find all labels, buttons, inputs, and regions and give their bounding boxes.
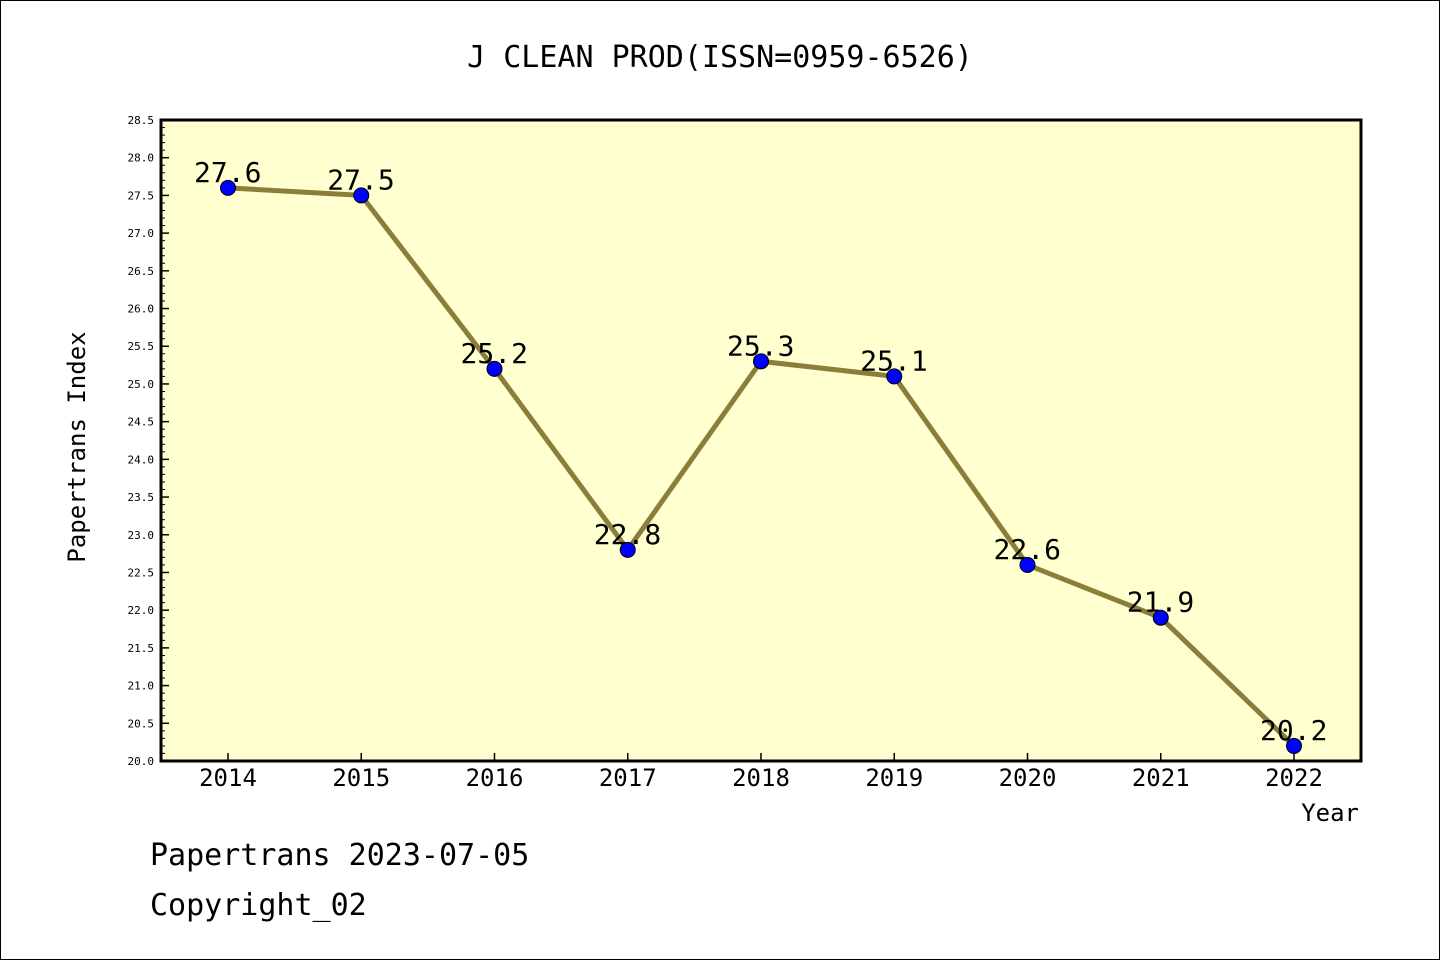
x-tick-label: 2021	[1132, 764, 1190, 792]
y-tick-label: 24.5	[128, 416, 155, 429]
x-axis-label: Year	[1301, 799, 1359, 827]
x-tick-label: 2020	[999, 764, 1057, 792]
y-tick-label: 20.0	[128, 755, 155, 768]
y-tick-label: 20.5	[128, 717, 155, 730]
y-tick-label: 26.5	[128, 265, 155, 278]
y-tick-label: 22.5	[128, 566, 155, 579]
data-point	[1152, 609, 1169, 626]
y-tick-label: 21.5	[128, 642, 155, 655]
x-axis-ticks: 2014 2015 2016 2017 2018 2019 2020 2021 2022	[199, 753, 1323, 792]
data-points	[220, 179, 1302, 754]
x-tick-label: 2014	[199, 764, 257, 792]
y-tick-label: 22.0	[128, 604, 155, 617]
data-label: 25.1	[860, 344, 927, 377]
y-tick-label: 23.5	[128, 491, 155, 504]
data-label: 25.2	[461, 337, 528, 370]
chart-title: J CLEAN PROD(ISSN=0959-6526)	[467, 40, 973, 75]
y-tick-label: 27.0	[128, 227, 155, 240]
data-point	[1286, 737, 1302, 754]
data-point	[886, 368, 903, 385]
data-label: 20.2	[1260, 714, 1327, 747]
y-tick-label: 21.0	[128, 680, 155, 693]
x-tick-label: 2019	[865, 764, 923, 792]
plot-frame	[159, 118, 1363, 763]
data-point	[1019, 556, 1036, 573]
y-tick-label: 25.5	[128, 340, 155, 353]
y-axis-label: Papertrans Index	[63, 331, 91, 562]
y-tick-label: 27.5	[128, 189, 155, 202]
footer-date: Papertrans 2023-07-05	[150, 838, 529, 873]
x-tick-label: 2018	[732, 764, 790, 792]
data-point	[486, 360, 503, 377]
y-tick-label: 24.0	[128, 453, 155, 466]
data-point	[353, 187, 370, 204]
x-tick-label: 2016	[466, 764, 524, 792]
data-label: 27.5	[327, 163, 394, 196]
data-point	[619, 541, 636, 558]
y-tick-label: 23.0	[128, 529, 155, 542]
x-tick-label: 2022	[1265, 764, 1323, 792]
data-label: 22.6	[994, 533, 1061, 566]
y-tick-label: 25.0	[128, 378, 155, 391]
footer-copyright: Copyright_02	[150, 888, 367, 923]
data-label: 25.3	[727, 329, 794, 362]
y-tick-label: 26.0	[128, 303, 155, 316]
y-tick-label: 28.0	[128, 152, 155, 165]
data-point	[220, 179, 236, 196]
plot-area	[161, 120, 1361, 761]
data-label: 22.8	[594, 518, 661, 551]
data-label: 27.6	[194, 156, 261, 189]
x-tick-label: 2015	[332, 764, 390, 792]
y-tick-label: 28.5	[128, 114, 155, 127]
data-label: 21.9	[1127, 586, 1194, 619]
x-tick-label: 2017	[599, 764, 657, 792]
data-labels: 27.6 27.5 25.2 22.8 25.3 25.1 22.6 21.9 20.2	[194, 156, 1327, 747]
data-point	[753, 353, 769, 370]
